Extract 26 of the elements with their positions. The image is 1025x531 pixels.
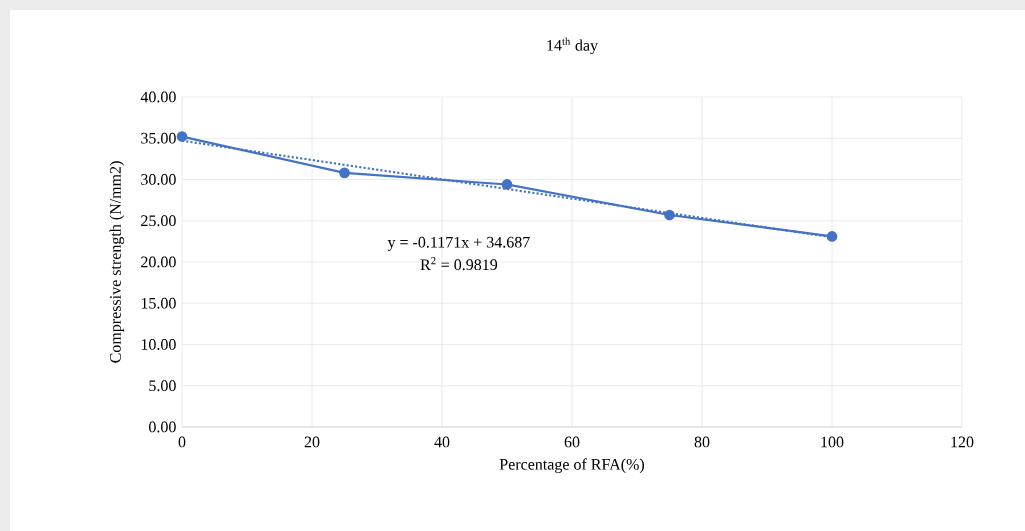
x-tick-label: 100 <box>821 436 844 448</box>
y-tick-label: 40.00 <box>140 91 176 103</box>
x-tick-label: 120 <box>951 436 974 448</box>
y-tick-label: 10.00 <box>141 339 176 350</box>
point <box>176 131 188 142</box>
point <box>501 179 513 190</box>
y-tick-label: 15.00 <box>141 297 176 309</box>
y-tick-label: 0.00 <box>149 421 176 433</box>
y-tick-label: 30.00 <box>141 174 176 185</box>
y-tick-label: 5.00 <box>149 380 176 392</box>
point <box>664 209 675 221</box>
x-axis-title: Percentage of RFA(%) <box>499 458 645 474</box>
x-tick-label: 40 <box>434 436 450 448</box>
point <box>826 231 838 242</box>
annotation: R$^{2}$ = 0.9819 <box>420 257 498 271</box>
x-tick-label: 60 <box>564 436 580 448</box>
y-tick-label: 20.00 <box>141 256 176 268</box>
point <box>339 167 350 179</box>
x-tick-label: 80 <box>694 436 710 448</box>
y-tick-label: 35.00 <box>141 132 176 144</box>
annotation: y = -0.1171x + 34.687 <box>387 236 530 251</box>
y-axis-title: Compressive strength (N/mm2) <box>109 161 125 363</box>
y-tick-label: 25.00 <box>141 215 176 227</box>
x-tick-label: 20 <box>304 436 320 448</box>
x-tick-label: 0 <box>178 436 186 448</box>
chart-title: 14$^{th}$ day <box>547 37 598 55</box>
